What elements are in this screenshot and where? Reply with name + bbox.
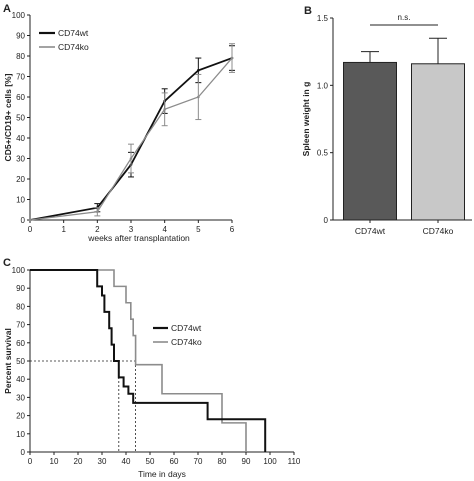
y-axis-title: Percent survival [3,328,13,394]
y-tick-label: 0 [324,216,329,225]
panel-letter: C [3,257,11,269]
y-tick-label: 0 [21,216,26,225]
x-tick-label: 30 [98,457,107,466]
x-tick-label: 70 [194,457,203,466]
x-tick-label: 6 [230,225,235,234]
x-tick-label: 90 [242,457,251,466]
survival-curve-cd74ko [30,269,247,452]
y-tick-label: 30 [16,155,25,164]
y-tick-label: 60 [16,93,25,102]
y-axis-title: Spleen weight in g [301,82,311,157]
x-tick-label: 5 [196,225,201,234]
y-tick-label: 60 [16,339,25,348]
x-tick-label: 40 [122,457,131,466]
data-point [129,157,133,160]
y-tick-label: 20 [16,412,25,421]
x-tick-label: 3 [129,225,134,234]
x-tick-label: 10 [50,457,59,466]
significance-label: n.s. [398,13,411,22]
y-tick-label: 1.0 [317,81,329,90]
panel-b-bar-chart: B 0 0.5 1.0 1.5 Spleen weight in g CD74wt CD74k… [301,5,472,236]
y-tick-label: 40 [16,375,25,384]
x-tick-label: 2 [95,225,100,234]
legend-label: CD74ko [58,42,89,52]
x-tick-label: 1 [61,225,66,234]
panel-a-line-chart: A 0 10 20 30 40 50 60 70 80 90 100 0 1 2 3 4 5 6 weeks afte… [3,3,235,243]
y-tick-label: 90 [16,32,25,41]
data-point [197,95,200,99]
x-tick-label: 80 [218,457,227,466]
data-point [197,69,200,72]
x-tick-label: 0 [28,225,33,234]
data-point [28,218,32,222]
bar-cd74ko [411,63,465,221]
y-tick-label: 0 [21,448,26,457]
series-line-cd74wt [29,57,233,221]
x-tick-label: 0 [28,457,33,466]
y-axis-title: CD5+/CD19+ cells [%] [3,73,13,161]
x-tick-label: 50 [146,457,155,466]
legend-label: CD74wt [58,28,89,38]
y-tick-label: 50 [16,114,25,123]
y-tick-label: 50 [16,357,25,366]
survival-curve-cd74wt [30,269,267,452]
y-tick-label: 1.5 [317,14,329,23]
bar-cd74wt [343,61,397,221]
panel-c-survival-chart: C 0 10 20 30 40 50 60 70 80 90 100 0 10 20 30 40 50 60 70 80… [3,257,301,479]
x-tick-label: 20 [74,457,83,466]
panel-letter: A [3,3,11,15]
panel-letter: B [304,5,312,17]
y-tick-label: 80 [16,52,25,61]
x-axis-title: weeks after transplantation [87,233,190,243]
y-tick-label: 20 [16,175,25,184]
legend-label: CD74wt [171,323,202,333]
y-tick-label: 30 [16,393,25,402]
y-tick-label: 0.5 [317,149,329,158]
x-axis-title: Time in days [138,469,186,479]
x-tick-label: 4 [162,225,167,234]
y-tick-label: 10 [16,430,25,439]
x-tick-label: 60 [170,457,179,466]
y-tick-label: 10 [16,196,25,205]
y-tick-label: 70 [16,321,25,330]
x-tick-label: CD74wt [355,226,386,236]
y-tick-label: 100 [12,11,26,20]
x-tick-label: 110 [288,457,301,466]
y-tick-label: 40 [16,134,25,143]
data-point [163,108,166,111]
y-tick-label: 100 [12,266,26,275]
data-point [230,56,234,60]
y-tick-label: 70 [16,73,25,82]
x-tick-label: 100 [263,457,277,466]
data-point [96,210,99,214]
legend-label: CD74ko [171,337,202,347]
x-tick-label: CD74ko [423,226,454,236]
y-tick-label: 90 [16,284,25,293]
y-tick-label: 80 [16,302,25,311]
series-line-cd74ko [29,57,233,221]
